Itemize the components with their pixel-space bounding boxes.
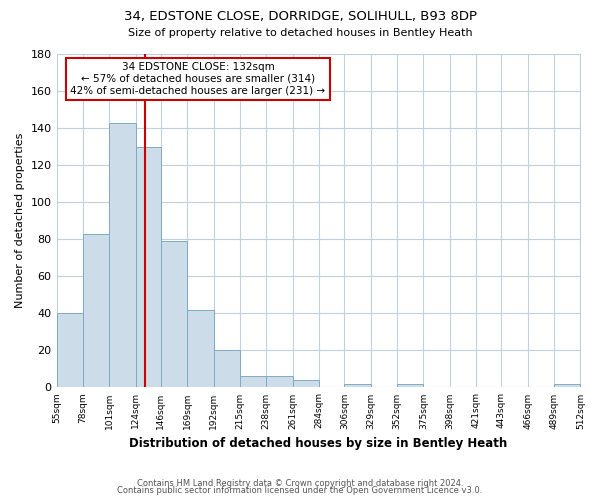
X-axis label: Distribution of detached houses by size in Bentley Heath: Distribution of detached houses by size … [130,437,508,450]
Bar [136,146,161,388]
Text: 34 EDSTONE CLOSE: 132sqm
← 57% of detached houses are smaller (314)
42% of semi-: 34 EDSTONE CLOSE: 132sqm ← 57% of detach… [70,62,326,96]
Y-axis label: Number of detached properties: Number of detached properties [15,133,25,308]
Bar [293,380,319,388]
Text: Contains public sector information licensed under the Open Government Licence v3: Contains public sector information licen… [118,486,482,495]
Bar [109,122,136,388]
Text: 34, EDSTONE CLOSE, DORRIDGE, SOLIHULL, B93 8DP: 34, EDSTONE CLOSE, DORRIDGE, SOLIHULL, B… [124,10,476,23]
Bar [397,384,424,388]
Bar [240,376,266,388]
Bar [554,384,580,388]
Bar [161,241,187,388]
Text: Contains HM Land Registry data © Crown copyright and database right 2024.: Contains HM Land Registry data © Crown c… [137,478,463,488]
Bar [187,310,214,388]
Bar [214,350,240,388]
Bar [344,384,371,388]
Text: Size of property relative to detached houses in Bentley Heath: Size of property relative to detached ho… [128,28,472,38]
Bar [83,234,109,388]
Bar [56,314,83,388]
Bar [266,376,293,388]
